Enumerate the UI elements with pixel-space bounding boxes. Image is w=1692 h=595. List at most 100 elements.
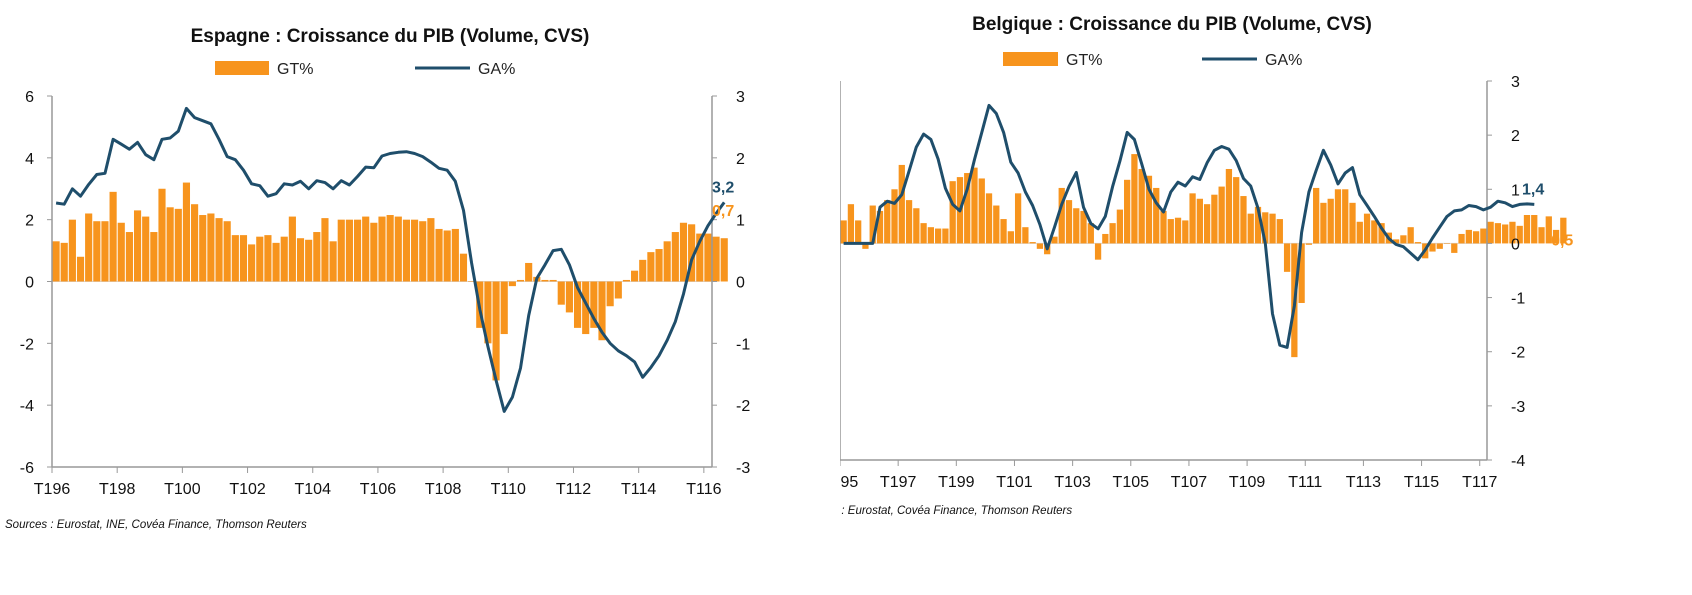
bar-gt: [1153, 187, 1160, 244]
bar-gt: [1094, 243, 1102, 260]
bar-gt: [68, 219, 76, 282]
bar-gt: [1160, 210, 1167, 244]
bar-gt: [223, 221, 231, 282]
bar-gt: [60, 242, 68, 282]
bar-gt: [525, 262, 533, 282]
bar-gt: [1138, 168, 1145, 244]
chart-source: Sources : Eurostat, Covéa Finance, Thoms…: [840, 505, 1072, 517]
bar-gt: [1371, 220, 1378, 244]
bar-gt: [631, 270, 639, 282]
bar-gt: [419, 221, 427, 282]
bar-gt: [1203, 204, 1211, 244]
end-label-ga: 1,4: [1522, 181, 1544, 198]
bar-gt: [133, 210, 142, 282]
right-tick-label: -1: [736, 336, 750, 353]
bar-gt: [1436, 243, 1443, 249]
bar-gt: [1494, 223, 1502, 244]
bar-gt: [362, 216, 370, 282]
bar-gt: [1240, 196, 1247, 244]
bar-gt: [573, 281, 582, 328]
right-tick-label: 1: [736, 213, 745, 230]
bar-gt: [394, 216, 402, 282]
right-tick-label: -4: [1511, 453, 1525, 470]
bar-gt: [985, 193, 993, 244]
bar-gt: [386, 215, 394, 282]
bar-gt: [1262, 212, 1269, 244]
bar-gt: [516, 279, 525, 282]
bar-gt: [1509, 221, 1516, 244]
bar-gt: [1182, 220, 1189, 244]
bar-gt: [876, 210, 884, 244]
bar-gt: [1109, 223, 1116, 244]
bar-gt: [231, 235, 239, 282]
bar-gt: [1022, 227, 1029, 244]
bar-gt: [1531, 215, 1538, 244]
left-tick-label: -6: [20, 460, 34, 477]
bar-gt: [1538, 227, 1545, 244]
x-tick-label: T199: [938, 474, 975, 491]
x-tick-label: T115: [1404, 474, 1439, 491]
bar-gt: [443, 230, 451, 282]
bar-gt: [1276, 219, 1283, 244]
x-tick-label: T117: [1462, 474, 1497, 491]
bar-gt: [655, 249, 663, 282]
x-tick-label: T108: [425, 481, 462, 498]
bar-gt: [1320, 202, 1327, 244]
bar-gt: [840, 220, 847, 244]
bar-gt: [884, 200, 891, 244]
bar-gt: [256, 236, 264, 282]
bar-gt: [272, 242, 280, 282]
bar-gt: [76, 256, 85, 282]
bar-gt: [1378, 223, 1385, 244]
x-tick-label: T106: [360, 481, 397, 498]
bar-gt: [1465, 229, 1472, 244]
x-tick-label: T104: [295, 481, 332, 498]
bar-gt: [427, 218, 435, 282]
bar-gt: [1167, 219, 1174, 244]
bar-gt: [1073, 208, 1080, 244]
bar-gt: [541, 279, 549, 282]
bar-gt: [688, 224, 696, 282]
bar-gt: [869, 205, 876, 244]
bar-gt: [964, 173, 971, 244]
left-tick-label: 4: [25, 151, 34, 168]
bar-gt: [345, 219, 353, 282]
right-tick-label: 2: [1511, 128, 1520, 145]
bar-gt: [1196, 198, 1203, 244]
bar-gt: [1131, 154, 1138, 244]
bar-gt: [1102, 233, 1109, 244]
bar-gt: [207, 213, 215, 282]
right-tick-label: -2: [1511, 345, 1525, 362]
bar-gt: [117, 222, 125, 282]
bar-gt: [1065, 200, 1073, 244]
bar-gt: [508, 281, 516, 287]
bar-gt: [1429, 243, 1436, 252]
bar-gt: [1305, 243, 1313, 245]
bar-gt: [614, 281, 622, 299]
bar-gt: [1552, 229, 1560, 244]
bar-gt: [855, 220, 862, 244]
right-tick-label: 2: [736, 151, 745, 168]
bar-gt: [93, 221, 101, 282]
x-tick-label: T102: [229, 481, 266, 498]
bar-gt: [1233, 177, 1240, 244]
right-tick-label: 1: [1511, 182, 1520, 199]
bar-gt: [1189, 193, 1196, 244]
x-tick-label: T112: [556, 481, 591, 498]
x-tick-label: T111: [1288, 474, 1322, 491]
bar-gt: [1058, 187, 1065, 244]
right-tick-label: 0: [736, 275, 745, 292]
right-tick-label: -3: [1511, 399, 1525, 416]
x-tick-label: T116: [686, 481, 721, 498]
line-ga: [55, 106, 726, 413]
x-tick-label: T198: [99, 481, 136, 498]
bar-gt: [663, 241, 671, 282]
bar-gt: [862, 243, 869, 249]
bar-gt: [1051, 236, 1058, 244]
bar-gt: [1327, 198, 1334, 244]
bar-gt: [468, 281, 476, 282]
chart-panel-belgique: Belgique : Croissance du PIB (Volume, CV…: [840, 0, 1692, 595]
bar-gt: [1298, 243, 1305, 303]
left-tick-label: 6: [25, 89, 34, 106]
right-tick-label: 0: [1511, 236, 1520, 253]
